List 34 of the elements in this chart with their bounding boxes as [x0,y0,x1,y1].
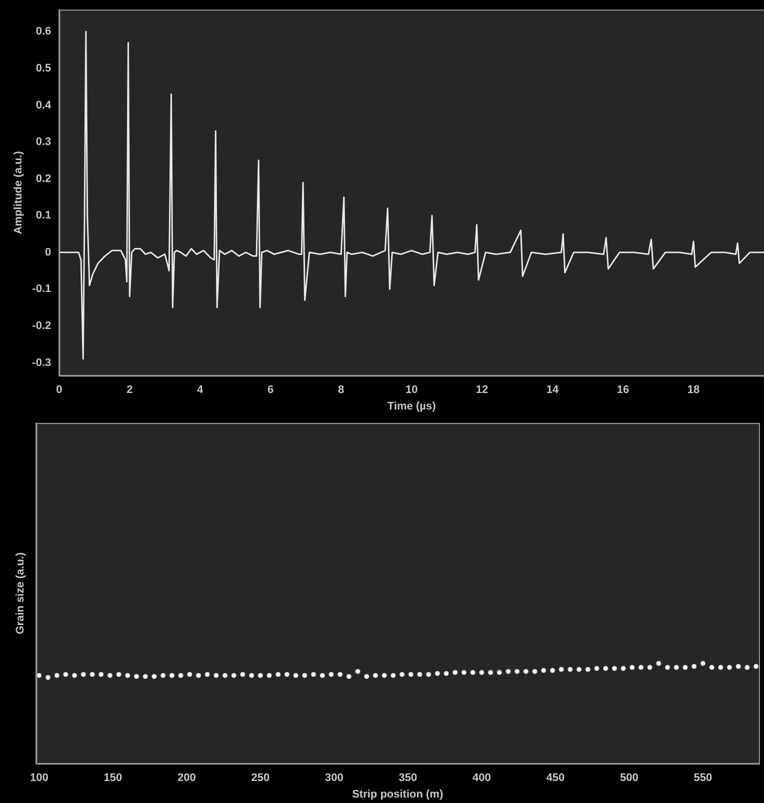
y-tick-label: 0.1 [36,210,52,222]
x-tick-label: 10 [405,384,418,396]
x-tick-label: 16 [616,384,630,396]
y-axis-title: Grain size (a.u.) [14,552,27,634]
y-tick-label: -0.1 [32,283,52,296]
y-tick-label: -0.3 [32,356,52,369]
x-tick-label: 0 [56,384,62,396]
x-tick-label: 550 [694,772,712,784]
x-tick-label: 250 [251,772,270,784]
x-tick-label: 8 [338,384,344,396]
x-tick-label: 300 [324,772,344,784]
x-tick-label: 12 [476,384,488,396]
x-axis-title: Time (µs) [387,400,436,412]
x-tick-label: 500 [620,772,638,784]
x-tick-label: 6 [268,384,274,396]
y-tick-label: 0.5 [36,62,52,74]
x-tick-label: 150 [104,772,122,784]
y-tick-label: 0.6 [36,26,52,38]
x-axis-title: Strip position (m) [352,788,444,800]
y-tick-label: -0.2 [32,320,52,332]
y-tick-label: 0.3 [36,136,52,148]
x-tick-label: 2 [126,384,133,396]
y-axis-title: Amplitude (a.u.) [12,150,25,234]
x-tick-label: 450 [546,772,565,784]
x-tick-label: 400 [472,772,491,784]
y-tick-label: 0.4 [36,99,52,112]
x-tick-label: 18 [687,384,700,396]
y-tick-label: 0.2 [36,172,52,185]
x-tick-label: 4 [197,384,204,396]
x-tick-label: 100 [30,772,48,784]
x-tick-label: 14 [546,384,560,396]
x-tick-label: 350 [398,772,418,784]
y-tick-label: 0 [45,246,52,258]
x-tick-label: 200 [177,772,196,784]
